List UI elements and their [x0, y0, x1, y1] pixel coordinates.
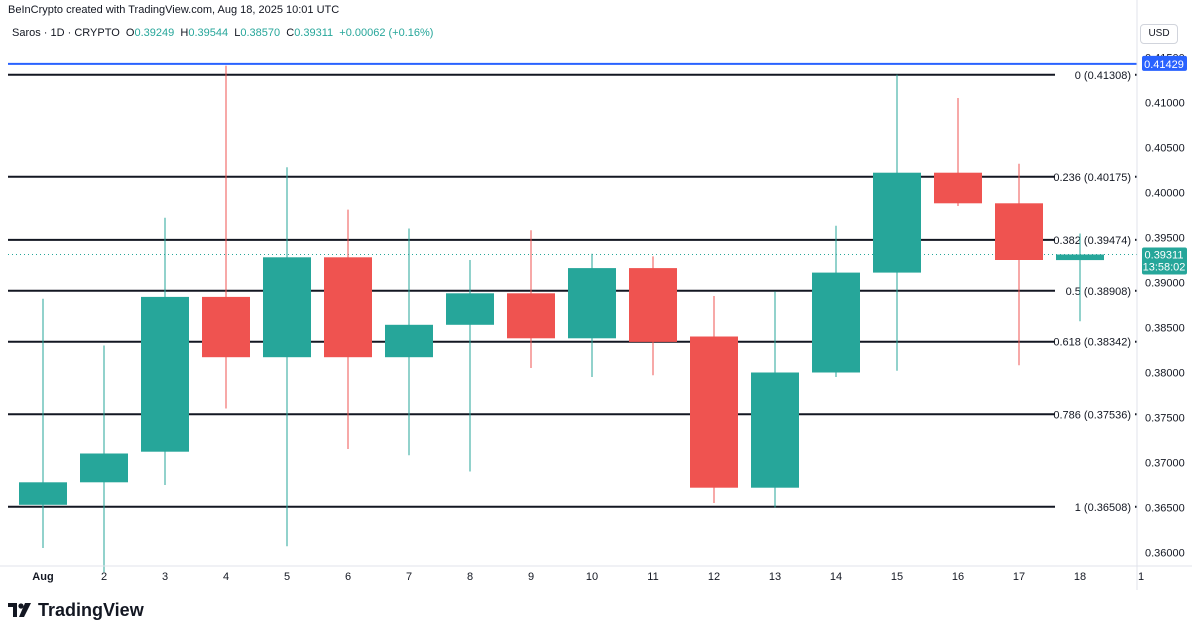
candle-body[interactable] [995, 203, 1043, 260]
date-tick-label: 1 [1138, 571, 1144, 583]
tradingview-footer: TradingView [8, 596, 144, 624]
date-tick-label: 9 [528, 571, 534, 583]
candle-body[interactable] [446, 293, 494, 325]
change-value: +0.00062 (+0.16%) [339, 27, 434, 39]
last-price-tag [1142, 247, 1187, 275]
symbol-label[interactable]: Saros · 1D · CRYPTO [12, 27, 120, 39]
horizontal-line-price-tag [1142, 55, 1187, 71]
fib-label: 1 (0.36508) [1075, 502, 1131, 514]
date-tick-label: 6 [345, 571, 351, 583]
candle-body[interactable] [812, 272, 860, 373]
fib-label: 0.236 (0.40175) [1053, 172, 1131, 184]
candle-body[interactable] [873, 172, 921, 273]
fib-label: 0.382 (0.39474) [1053, 235, 1131, 247]
open-label: O [125, 27, 135, 39]
candle-body[interactable] [690, 336, 738, 488]
price-tick-label: 0.41000 [1145, 98, 1185, 110]
candle-body[interactable] [202, 296, 250, 358]
date-tick-label: 13 [769, 571, 781, 583]
date-tick-label: 12 [708, 571, 720, 583]
open-value: 0.39249 [134, 27, 175, 39]
currency-button[interactable]: USD [1140, 24, 1178, 44]
candle-body[interactable] [385, 324, 433, 358]
date-tick-label: Aug [32, 571, 53, 583]
countdown-text: 13:58:02 [1143, 262, 1186, 274]
brand-name: TradingView [38, 599, 144, 620]
date-tick-label: 4 [223, 571, 229, 583]
ohlc-legend: Saros · 1D · CRYPTO O0.39249 H0.39544 L0… [12, 27, 433, 39]
time-axis: Aug 2 3 4 5 6 7 8 9 10 11 12 13 14 15 16 17 18 1 [0, 565, 1192, 583]
price-tick-label: 0.39500 [1145, 233, 1185, 245]
candle-body[interactable] [263, 257, 311, 358]
date-tick-label: 15 [891, 571, 903, 583]
horizontal-line-price-text: 0.41429 [1144, 59, 1184, 71]
wicks [42, 65, 1081, 573]
fib-label: 0.618 (0.38342) [1053, 337, 1131, 349]
close-value: 0.39311 [294, 27, 334, 39]
price-tick-label: 0.38000 [1145, 368, 1185, 380]
fib-label: 0.5 (0.38908) [1066, 286, 1131, 298]
fib-label: 0 (0.41308) [1075, 70, 1131, 82]
date-tick-label: 14 [830, 571, 842, 583]
credit-line: BeInCrypto created with TradingView.com,… [8, 4, 340, 16]
date-tick-label: 7 [406, 571, 412, 583]
candle-body[interactable] [751, 372, 799, 488]
date-tick-label: 10 [586, 571, 598, 583]
low-value: 0.38570 [240, 27, 281, 39]
date-tick-label: 11 [647, 571, 658, 583]
date-tick-label: 16 [952, 571, 964, 583]
candle-body[interactable] [1056, 254, 1104, 261]
price-tick-label: 0.37000 [1145, 458, 1185, 470]
date-tick-label: 8 [467, 571, 473, 583]
price-tick-label: 0.36500 [1145, 503, 1185, 515]
candle-body[interactable] [507, 293, 555, 339]
price-tick-label: 0.40000 [1145, 188, 1185, 200]
date-tick-label: 2 [101, 571, 107, 583]
candle-body[interactable] [324, 257, 372, 358]
date-tick-label: 18 [1074, 571, 1086, 583]
price-tick-label: 0.36000 [1145, 548, 1185, 560]
candle-body[interactable] [80, 453, 128, 483]
close-label: C [286, 27, 295, 39]
price-axis: 0.36000 0.36500 0.37000 0.37500 0.38000 0.385… [1136, 0, 1185, 590]
low-label: L [234, 27, 241, 39]
candle-body[interactable] [19, 482, 67, 505]
fib-label: 0.786 (0.37536) [1053, 409, 1131, 421]
price-tick-label: 0.39000 [1145, 278, 1185, 290]
price-tick-label: 0.38500 [1145, 323, 1185, 335]
high-value: 0.39544 [188, 27, 229, 39]
tradingview-logo-icon [8, 603, 31, 617]
date-tick-label: 17 [1013, 571, 1025, 583]
candle-body[interactable] [934, 172, 982, 204]
last-price-text: 0.39311 [1145, 250, 1184, 262]
horizontal-line-layer [8, 62, 1137, 256]
high-label: H [180, 27, 189, 39]
candle-bodies [19, 172, 1104, 505]
price-tick-label: 0.37500 [1145, 413, 1185, 425]
price-tick-label: 0.40500 [1145, 143, 1185, 155]
candle-body[interactable] [629, 268, 677, 342]
candle-body[interactable] [568, 268, 616, 339]
candle-body[interactable] [141, 296, 189, 452]
date-tick-label: 3 [162, 571, 168, 583]
date-tick-label: 5 [284, 571, 290, 583]
candlestick-chart[interactable]: 0 (0.41308) 0.236 (0.40175) 0.382 (0.39474… [0, 0, 1200, 590]
